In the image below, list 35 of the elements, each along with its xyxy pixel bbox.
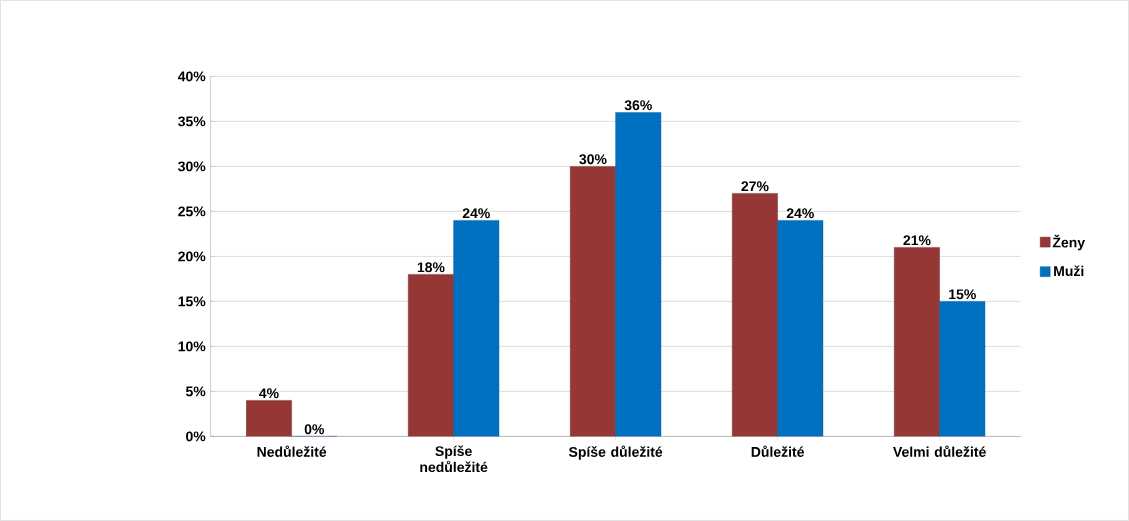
legend-label: Ženy [1052, 234, 1085, 251]
x-tick-label: Spíše důležité [568, 445, 663, 460]
bar [246, 400, 292, 437]
bar [453, 220, 500, 437]
data-label: 21% [903, 235, 931, 246]
data-label: 18% [417, 262, 445, 273]
data-label: 36% [624, 100, 652, 111]
data-label: 4% [259, 388, 279, 399]
x-tick-label: Důležité [751, 445, 804, 457]
bar [777, 220, 824, 437]
y-tick-label: 20% [178, 251, 206, 262]
x-tick-label: Spíše nedůležité [420, 445, 488, 473]
bar [408, 274, 454, 437]
bar [615, 112, 662, 437]
data-label: 27% [741, 181, 769, 192]
y-tick-label: 15% [178, 296, 206, 307]
legend-label: Muži [1054, 265, 1084, 277]
bar [939, 301, 986, 437]
bar [894, 247, 940, 437]
x-tick-label: Nedůležité [257, 445, 327, 457]
bar [732, 193, 778, 437]
y-tick-label: 0% [186, 431, 206, 442]
y-tick-label: 40% [177, 71, 206, 82]
data-label: 30% [579, 154, 607, 165]
data-label: 0% [304, 424, 325, 435]
y-tick-label: 30% [178, 161, 206, 172]
data-label: 24% [786, 208, 814, 219]
y-tick-label: 35% [178, 116, 206, 127]
y-tick-label: 10% [178, 341, 206, 352]
data-label: 15% [949, 289, 976, 300]
x-tick-label: Velmi důležité [893, 445, 986, 457]
y-tick-label: 25% [178, 206, 206, 217]
y-tick-label: 5% [185, 386, 206, 397]
data-label: 24% [462, 208, 490, 219]
bar [570, 166, 616, 437]
